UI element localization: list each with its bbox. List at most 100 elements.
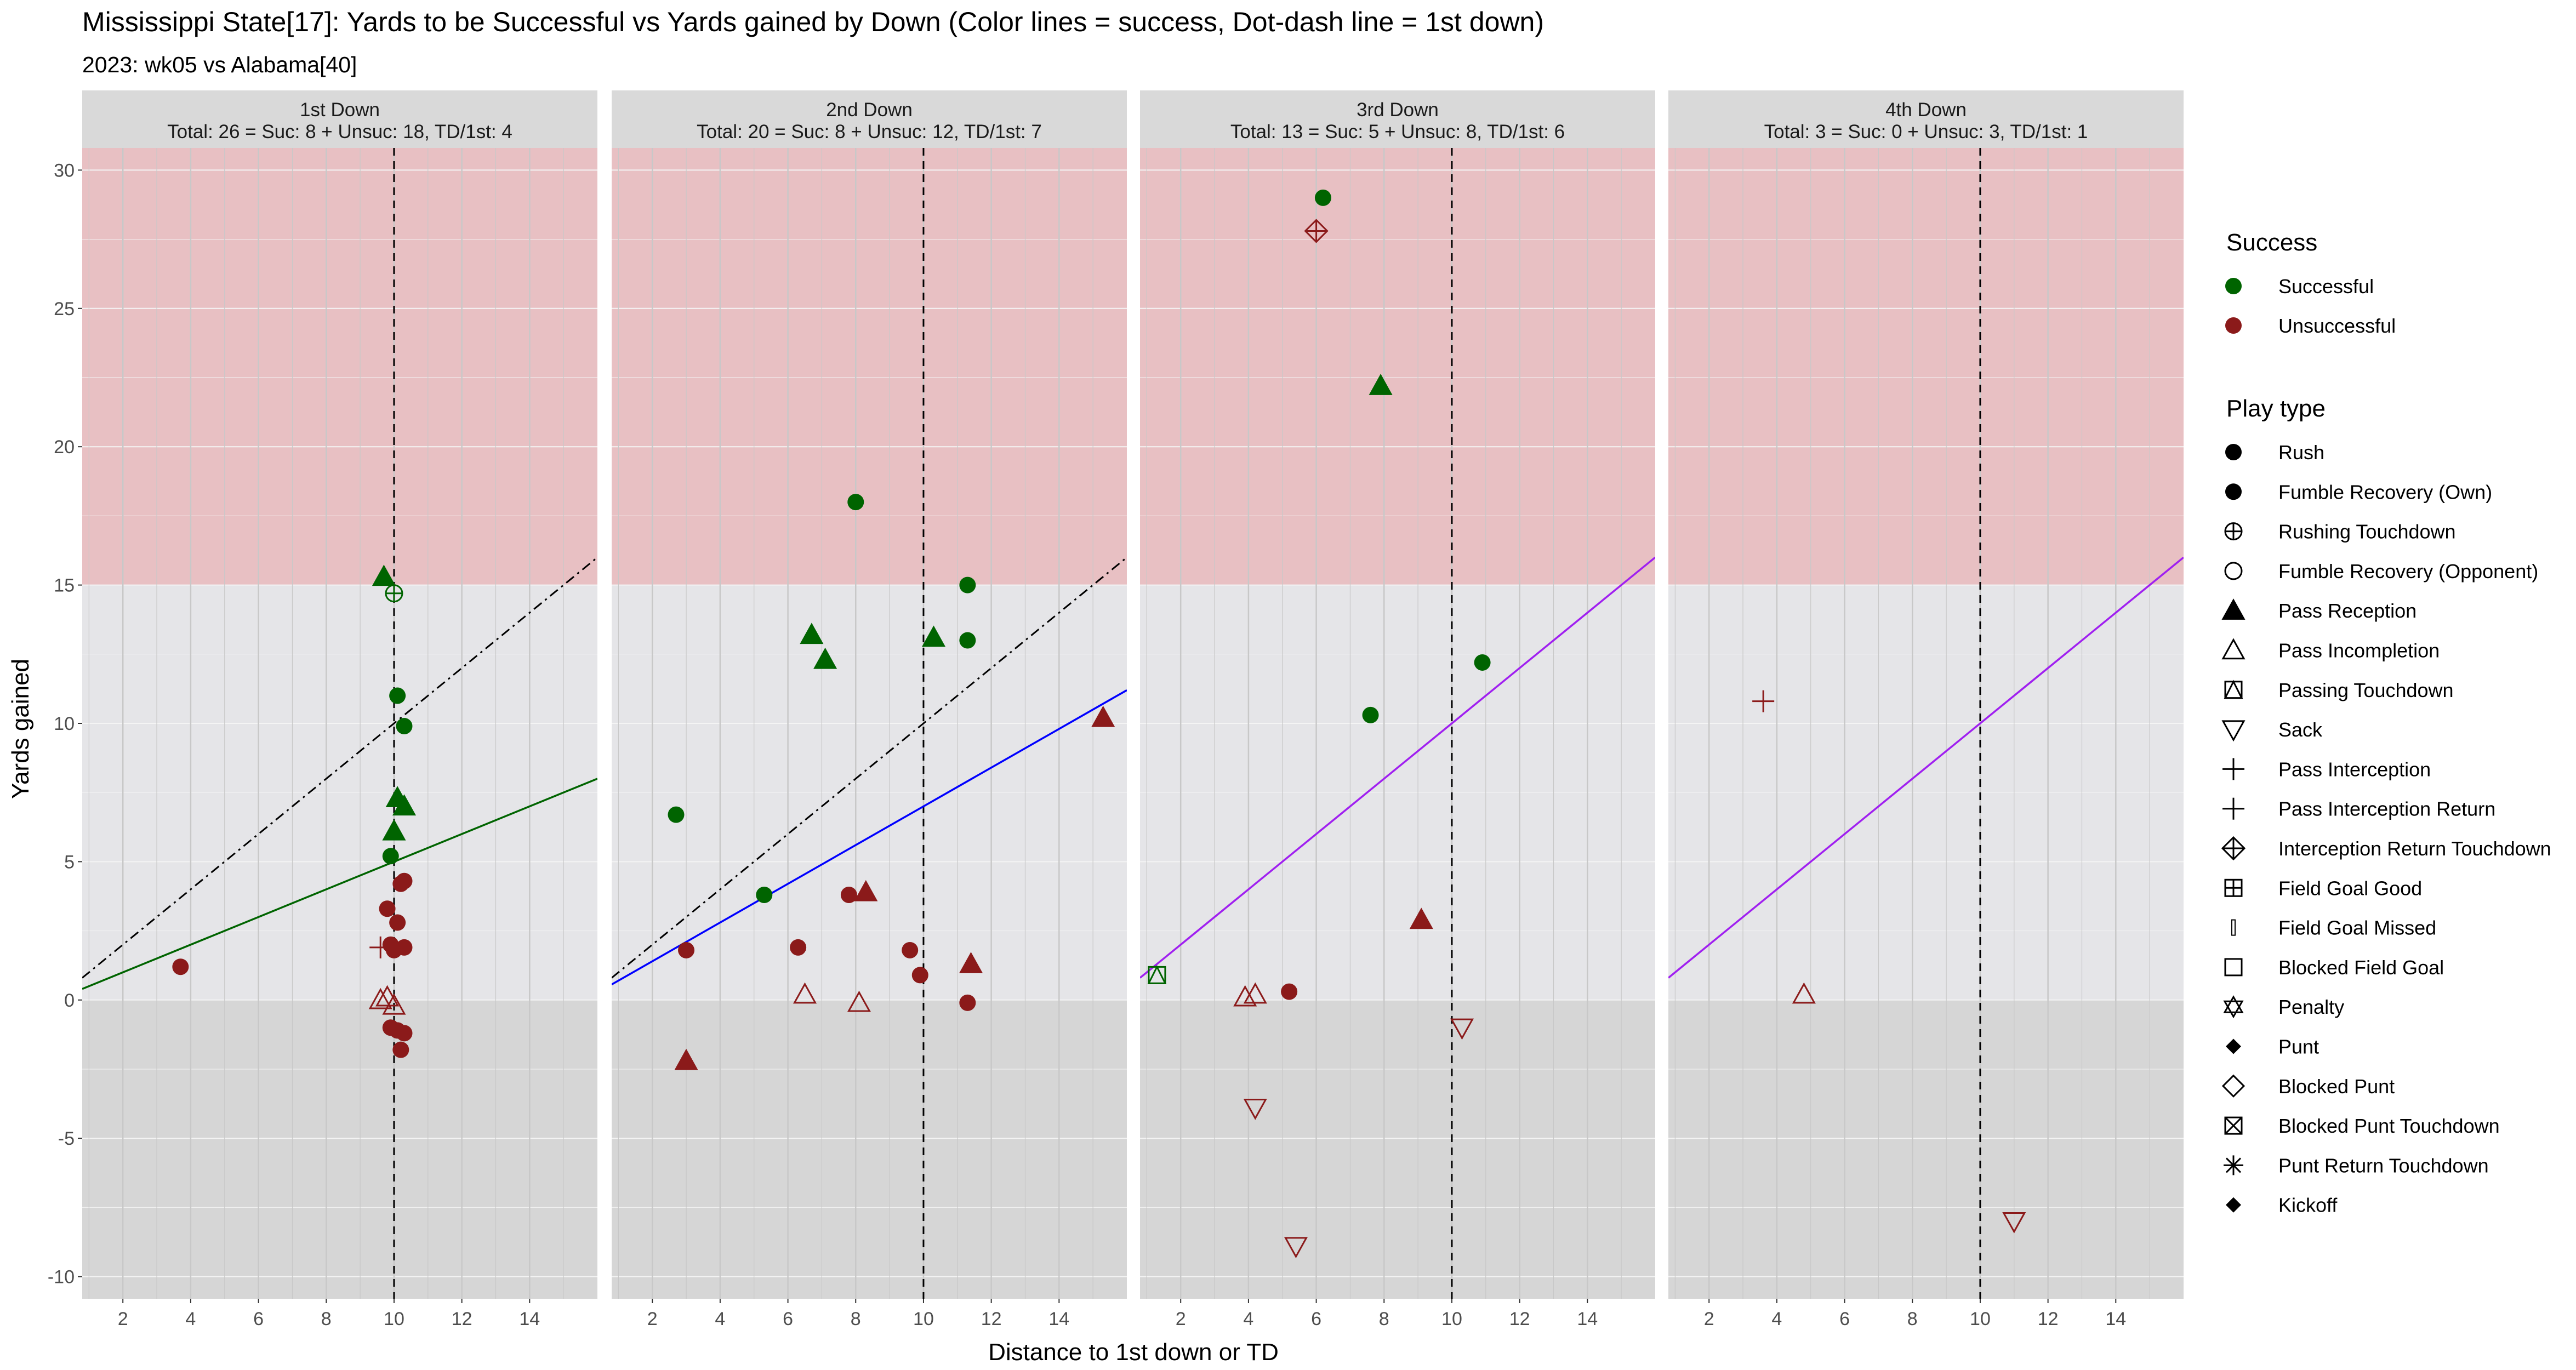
x-axis-label: Distance to 1st down or TD <box>988 1339 1279 1366</box>
data-point <box>1281 983 1298 1000</box>
legend-shape <box>2224 562 2243 580</box>
legend-playtype-item: Penalty <box>2223 995 2344 1019</box>
y-tick-label: 0 <box>64 990 75 1011</box>
data-point <box>840 886 857 903</box>
legend-playtype-label: Blocked Field Goal <box>2278 956 2444 979</box>
square-plus-icon <box>2224 878 2243 897</box>
background-band <box>1140 1000 1655 1299</box>
data-point <box>389 914 406 931</box>
background-band <box>82 148 597 585</box>
legend-playtype-item: Interception Return Touchdown <box>2221 836 2551 861</box>
data-point <box>902 941 919 958</box>
filled-triangle-icon <box>2221 598 2246 620</box>
x-tick-label: 4 <box>715 1309 725 1329</box>
x-tick-label: 2 <box>118 1309 128 1329</box>
y-tick-label: 30 <box>54 160 75 181</box>
x-tick-label: 12 <box>452 1309 472 1329</box>
facet-strip-title: 1st Down <box>300 99 380 121</box>
legend-success-label: Successful <box>2278 275 2374 298</box>
legend-playtype-item: Field Goal Good <box>2224 877 2422 899</box>
legend-playtype-label: Rush <box>2278 441 2324 464</box>
facet-strip-title: 4th Down <box>1885 99 1967 121</box>
legend-shape <box>2225 483 2242 500</box>
facet-strip-title: 2nd Down <box>826 99 913 121</box>
background-band <box>1668 1000 2184 1299</box>
legend-success-item: Successful <box>2225 275 2374 298</box>
legend-shape <box>2224 522 2243 541</box>
plus-icon <box>2222 797 2244 820</box>
facet-strip-subtitle: Total: 20 = Suc: 8 + Unsuc: 12, TD/1st: … <box>697 121 1042 142</box>
legend-playtype-item: Blocked Punt Touchdown <box>2224 1115 2500 1137</box>
legend-shape <box>2222 758 2244 780</box>
x-tick-label: 14 <box>1048 1309 1069 1329</box>
legend-playtype-label: Field Goal Good <box>2278 877 2422 899</box>
facet-strip-subtitle: Total: 26 = Suc: 8 + Unsuc: 18, TD/1st: … <box>167 121 512 142</box>
legend-playtype-item: Pass Interception <box>2222 758 2431 780</box>
legend-shape <box>2221 836 2246 861</box>
legend-playtype-item: Rush <box>2225 441 2324 464</box>
data-point <box>847 494 864 511</box>
data-points <box>172 564 417 1058</box>
x-tick-label: 10 <box>1441 1309 1462 1329</box>
x-tick-label: 6 <box>1839 1309 1850 1329</box>
y-tick-label: 10 <box>54 713 75 734</box>
success-line <box>612 689 1127 986</box>
thin-bar-icon <box>2231 919 2236 936</box>
data-point <box>674 1048 698 1070</box>
data-point <box>372 564 396 586</box>
data-point <box>959 632 976 649</box>
success-line <box>1140 556 1655 979</box>
legend-swatch-icon <box>2225 278 2242 294</box>
legend-playtype-item: Blocked Punt <box>2221 1074 2395 1098</box>
data-point <box>1362 706 1379 723</box>
facet-strip-subtitle: Total: 3 = Suc: 0 + Unsuc: 3, TD/1st: 1 <box>1764 121 2088 142</box>
data-points <box>1147 189 1491 1259</box>
x-tick-label: 2 <box>1704 1309 1714 1329</box>
open-square-icon <box>2224 958 2243 977</box>
data-point <box>1474 654 1491 671</box>
facet-strip <box>1668 90 2184 148</box>
legend-playtype-label: Blocked Punt Touchdown <box>2278 1115 2500 1137</box>
data-point <box>813 647 837 669</box>
x-tick-label: 8 <box>1379 1309 1389 1329</box>
data-point <box>396 939 413 956</box>
x-tick-label: 10 <box>384 1309 404 1329</box>
data-point <box>2002 1212 2026 1234</box>
legend-playtype-item: Punt Return Touchdown <box>2224 1154 2489 1177</box>
data-point <box>382 848 399 865</box>
square-triangle-icon <box>2224 680 2243 699</box>
data-point <box>854 880 878 901</box>
x-tick-label: 12 <box>981 1309 1002 1329</box>
legend-playtype-label: Penalty <box>2278 996 2344 1018</box>
data-point <box>911 967 928 984</box>
data-point <box>793 982 817 1004</box>
data-point <box>959 952 983 973</box>
x-tick-label: 6 <box>1311 1309 1321 1329</box>
legend-playtype-item: Pass Incompletion <box>2221 638 2440 662</box>
square-x-icon <box>2224 1116 2243 1135</box>
x-tick-label: 4 <box>1243 1309 1253 1329</box>
y-tick-label: -10 <box>48 1267 75 1288</box>
legend-playtype-label: Interception Return Touchdown <box>2278 837 2551 860</box>
legend-playtype-item: Field Goal Missed <box>2231 917 2436 939</box>
facet-strip <box>1140 90 1655 148</box>
data-point <box>1450 1018 1474 1040</box>
x-tick-label: 14 <box>2105 1309 2126 1329</box>
data-point <box>1369 374 1393 395</box>
first-down-line <box>82 556 597 979</box>
legend-shape <box>2225 444 2242 460</box>
data-point <box>678 941 695 958</box>
reference-lines <box>82 148 597 1299</box>
data-point <box>375 985 400 1007</box>
chart-subtitle: 2023: wk05 vs Alabama[40] <box>82 52 357 77</box>
data-point <box>800 623 824 644</box>
facet-strip-title: 3rd Down <box>1357 99 1439 121</box>
legend-playtype-label: Pass Interception Return <box>2278 798 2495 820</box>
reference-lines <box>1668 148 2184 1299</box>
data-point <box>1243 1098 1267 1120</box>
legend-playtype-label: Blocked Punt <box>2278 1075 2395 1098</box>
y-tick-label: 25 <box>54 299 75 319</box>
legend-playtype-label: Pass Incompletion <box>2278 640 2440 662</box>
